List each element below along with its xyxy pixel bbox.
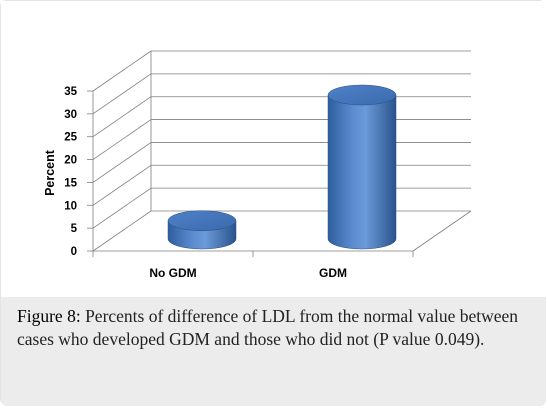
gridline-diagonal [92,73,152,115]
x-tick-label: GDM [319,266,347,280]
y-tick-label: 15 [64,177,77,189]
floor-right-edge [412,210,472,252]
gridline-diagonal [92,50,152,92]
y-tick-label: 0 [71,246,77,258]
bar [327,84,397,250]
gridline-diagonal [92,210,152,252]
gridline-diagonal [92,164,152,206]
bar-cylinder-body [327,94,397,250]
y-tick-label: 20 [64,155,77,167]
caption-label: Figure 8: [17,306,81,326]
x-tick-label: No GDM [149,266,196,280]
bar-chart: 0 5 10 15 20 25 30 35 No GDM GDM Percent [43,50,472,280]
y-tick-label: 30 [64,109,77,121]
bar-cylinder-top [167,210,237,231]
gridline-diagonal [92,119,152,160]
y-tick-label: 25 [64,132,77,144]
figure-frame: 0 5 10 15 20 25 30 35 No GDM GDM Percent Figure 8… [0,0,546,406]
gridline-diagonal [92,96,152,138]
chart-area: 0 5 10 15 20 25 30 35 No GDM GDM Percent [1,1,546,301]
figure-caption: Figure 8: Percents of difference of LDL … [11,301,541,381]
y-axis-title: Percent [43,149,57,196]
y-tick-label: 10 [64,200,77,212]
gridline-diagonal [92,187,152,229]
y-tick-label: 35 [64,86,77,98]
bar-cylinder-top [327,84,397,106]
gridline-diagonal [92,142,152,183]
bar [167,210,237,250]
y-tick-label: 5 [71,223,78,235]
caption-text: Percents of difference of LDL from the n… [17,306,519,349]
